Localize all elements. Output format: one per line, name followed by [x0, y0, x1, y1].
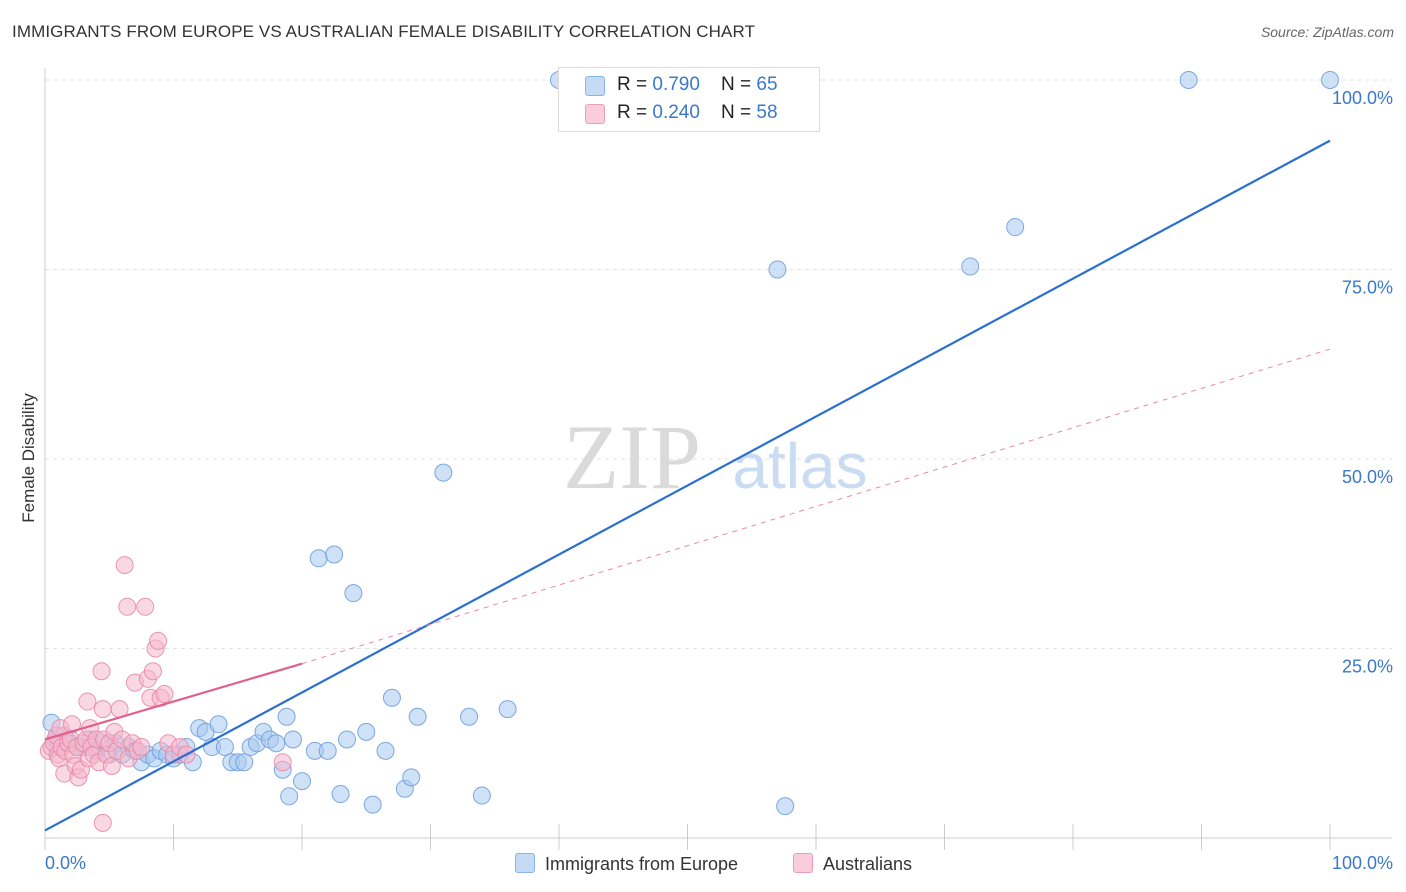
- legend-n-value: 65: [756, 74, 778, 95]
- y-tick-label: 25.0%: [1342, 657, 1393, 677]
- y-tick-label: 50.0%: [1342, 467, 1393, 487]
- bottom-legend-europe: Immigrants from Europe: [515, 853, 738, 875]
- point-europe: [293, 772, 311, 791]
- chart-title: IMMIGRANTS FROM EUROPE VS AUSTRALIAN FEM…: [12, 22, 756, 41]
- point-australians: [118, 597, 137, 616]
- axes: [44, 68, 1392, 850]
- point-europe: [1006, 218, 1025, 237]
- watermark-atlas: atlas: [732, 430, 867, 502]
- point-europe: [1179, 71, 1198, 89]
- trendline-australians-extension: [301, 348, 1331, 665]
- trendlines: [44, 139, 1331, 832]
- point-europe: [280, 787, 299, 806]
- point-europe: [363, 795, 382, 814]
- point-australians: [136, 597, 155, 616]
- point-australians: [149, 631, 168, 650]
- point-australians: [132, 738, 151, 757]
- grid-lines: [45, 79, 1392, 649]
- point-australians: [143, 662, 162, 681]
- point-europe: [337, 730, 356, 749]
- point-europe: [776, 797, 795, 816]
- legend-r-label: R =: [617, 102, 653, 123]
- legend-n-label: N =: [721, 74, 757, 95]
- point-europe: [768, 260, 787, 279]
- point-europe: [382, 688, 401, 707]
- point-europe: [235, 753, 254, 772]
- point-australians: [273, 753, 292, 772]
- source-label: Source: ZipAtlas.com: [1260, 24, 1394, 40]
- tick-labels: 25.0% 50.0% 75.0% 100.0% 0.0% 100.0% Female Di…: [19, 88, 1393, 873]
- point-europe: [472, 786, 491, 805]
- point-europe: [215, 738, 234, 757]
- point-australians: [155, 684, 174, 703]
- legend-n-label: N =: [721, 102, 757, 123]
- y-tick-label: 75.0%: [1342, 278, 1393, 298]
- point-europe: [277, 707, 296, 726]
- legend-swatch-australians: [585, 104, 605, 124]
- bottom-legend-swatch-australians: [793, 853, 813, 873]
- point-europe: [1321, 71, 1339, 89]
- point-europe: [408, 707, 427, 726]
- y-axis-title: Female Disability: [19, 393, 38, 523]
- trendline-australians: [44, 662, 303, 741]
- point-australians: [93, 700, 112, 719]
- point-australians: [93, 813, 112, 832]
- point-australians: [62, 715, 81, 734]
- point-europe: [961, 257, 980, 276]
- legend-r-label: R =: [617, 74, 653, 95]
- point-europe: [318, 741, 337, 760]
- legend: R = 0.790 N = 65 R = 0.240 N = 58: [558, 67, 820, 132]
- point-australians: [78, 692, 97, 711]
- x-tick-label: 100.0%: [1332, 853, 1393, 873]
- point-europe: [284, 730, 303, 749]
- point-europe: [402, 768, 421, 787]
- x-tick-label: 0.0%: [45, 853, 86, 873]
- point-europe: [434, 463, 453, 482]
- legend-n-value: 58: [756, 102, 778, 123]
- point-europe: [376, 741, 395, 760]
- point-europe: [357, 722, 376, 741]
- point-europe: [460, 707, 479, 726]
- point-australians: [92, 662, 111, 681]
- point-australians: [115, 556, 134, 575]
- trendline-europe: [44, 139, 1331, 832]
- bottom-legend-label-australians: Australians: [823, 854, 913, 874]
- point-australians: [102, 756, 121, 775]
- legend-r-value: 0.240: [652, 102, 700, 123]
- bottom-legend-australians: Australians: [793, 853, 912, 875]
- point-europe: [267, 734, 286, 753]
- point-europe: [344, 584, 363, 603]
- point-europe: [498, 700, 517, 719]
- point-europe: [331, 785, 350, 804]
- point-europe: [309, 549, 328, 568]
- legend-swatch-europe: [585, 76, 605, 96]
- bottom-legend-label-europe: Immigrants from Europe: [545, 854, 739, 874]
- point-europe: [325, 545, 344, 564]
- legend-r-value: 0.790: [652, 74, 700, 95]
- y-tick-label: 100.0%: [1332, 88, 1393, 108]
- watermark-zip: ZIP: [563, 406, 701, 508]
- point-europe: [209, 715, 228, 734]
- bottom-legend-swatch-europe: [515, 853, 535, 873]
